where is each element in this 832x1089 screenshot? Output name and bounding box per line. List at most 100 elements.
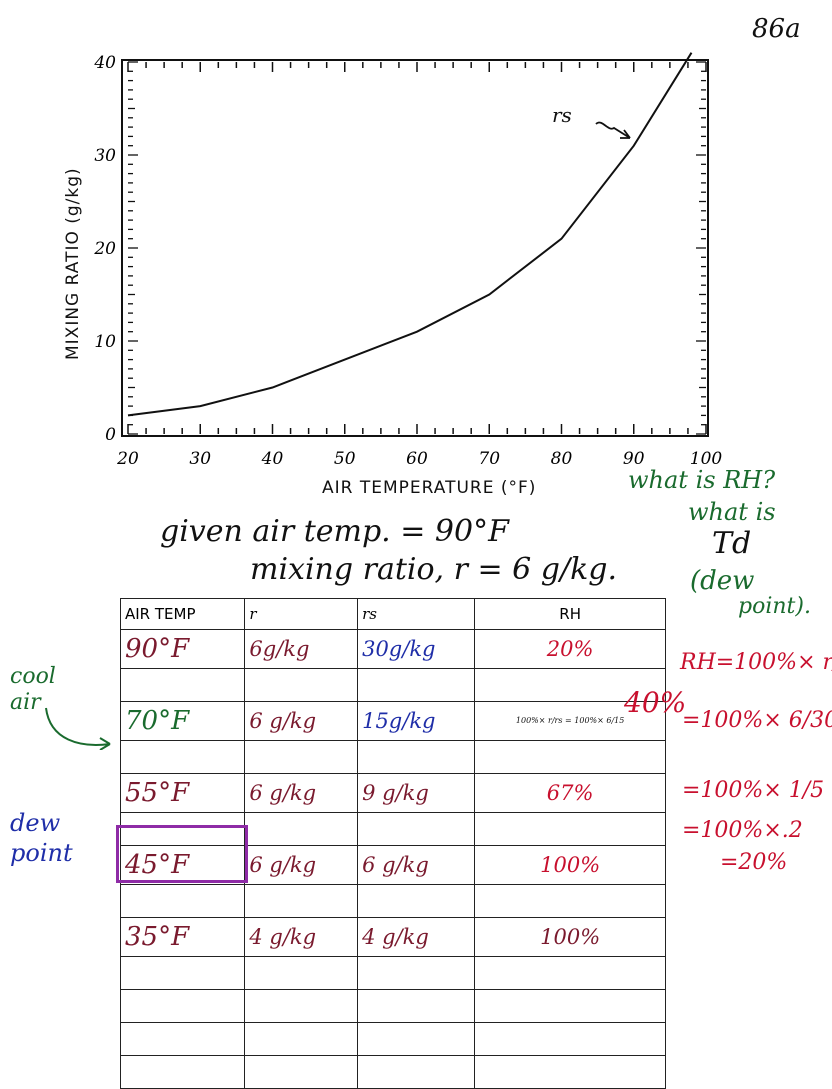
table-cell-r — [244, 989, 359, 1023]
table-cell-r — [244, 884, 359, 918]
table-row: 55°F 6 g/kg 9 g/kg 67% — [119, 773, 666, 813]
y-tick-label: 10 — [94, 332, 116, 352]
x-tick-label: 70 — [478, 449, 500, 469]
rh-table: AIR TEMP r rs RH 90°F 6g/kg 30g/kg 20% 70°F 6… — [119, 598, 666, 1089]
y-axis-title: MIXING RATIO (g/kg) — [63, 167, 83, 360]
header-rs: rs — [357, 598, 476, 630]
cool-air-arrow — [45, 707, 111, 750]
table-cell-r: 6g/kg — [244, 629, 359, 669]
table-header-row: AIR TEMP r rs RH — [119, 598, 666, 630]
table-cell-rs — [357, 740, 476, 774]
question-dew: (dew — [690, 566, 755, 596]
rs-arrow — [595, 121, 631, 139]
rh-work-line-4: =100%×.2 — [682, 818, 803, 843]
table-cell-temp — [119, 989, 246, 1023]
table-cell-rh — [474, 740, 666, 774]
table-cell-temp — [119, 1055, 246, 1089]
table-row — [119, 740, 666, 774]
table-cell-rs: 9 g/kg — [357, 773, 476, 813]
table-cell-rs — [357, 989, 476, 1023]
dew-point-note: dew point — [10, 809, 73, 867]
table-cell-rs — [357, 1022, 476, 1056]
rs-label: rs — [552, 103, 572, 127]
table-cell-rh: 100% — [474, 845, 666, 885]
rs-curve — [127, 52, 693, 417]
table-cell-temp: 35°F — [119, 917, 246, 957]
y-tick-label: 0 — [105, 425, 116, 445]
rh-work-line-1: RH=100%× r/rs — [680, 650, 832, 675]
table-row — [119, 1022, 666, 1056]
question-td: Td — [712, 526, 752, 561]
table-cell-r — [244, 956, 359, 990]
table-cell-temp: 90°F — [119, 629, 246, 669]
plot-frame — [121, 59, 709, 437]
header-rh: RH — [474, 598, 666, 630]
question-what-is: what is — [688, 498, 776, 526]
x-tick-label: 40 — [261, 449, 284, 469]
x-tick-label: 30 — [189, 449, 211, 469]
table-cell-r: 6 g/kg — [244, 845, 359, 885]
table-cell-temp — [119, 740, 246, 774]
x-tick-label: 60 — [406, 449, 428, 469]
x-tick-labels: 20 30 40 50 60 70 80 90 100 — [116, 449, 722, 469]
table-cell-r: 4 g/kg — [244, 917, 359, 957]
table-cell-r — [244, 812, 359, 846]
table-cell-r — [244, 740, 359, 774]
table-row: 70°F 6 g/kg 15g/kg 100%× r/rs = 100%× 6/15 — [119, 701, 666, 741]
given-air-temp: given air temp. = 90°F — [160, 514, 509, 549]
y-tick-labels: 0 10 20 30 40 — [93, 53, 116, 445]
table-row — [119, 668, 666, 702]
table-cell-rs — [357, 884, 476, 918]
x-tick-label: 100 — [690, 449, 723, 469]
given-mixing-ratio: mixing ratio, r = 6 g/kg. — [250, 552, 618, 587]
rh-work-line-3: =100%× 1/5 — [682, 778, 825, 803]
rh-work-line-2: =100%× 6/30 — [682, 708, 832, 733]
table-cell-rs — [357, 1055, 476, 1089]
table-cell-r — [244, 1055, 359, 1089]
table-cell-temp — [119, 884, 246, 918]
table-cell-temp — [119, 1022, 246, 1056]
table-cell-rh — [474, 884, 666, 918]
table-cell-temp — [119, 956, 246, 990]
table-cell-rh — [474, 956, 666, 990]
table-row: 35°F 4 g/kg 4 g/kg 100% — [119, 917, 666, 957]
table-row — [119, 989, 666, 1023]
header-air-temp: AIR TEMP — [119, 598, 246, 630]
table-cell-temp: 55°F — [119, 773, 246, 813]
question-point: point). — [738, 594, 811, 619]
table-cell-temp: 70°F — [119, 701, 246, 741]
table-cell-rs: 6 g/kg — [357, 845, 476, 885]
table-cell-r: 6 g/kg — [244, 773, 359, 813]
table-cell-rh — [474, 989, 666, 1023]
table-cell-rh: 20% — [474, 629, 666, 669]
table-cell-rs — [357, 668, 476, 702]
x-tick-label: 50 — [334, 449, 356, 469]
y-tick-label: 30 — [94, 146, 116, 166]
dew-point-highlight-box — [116, 825, 248, 883]
cool-air-note: cool air — [10, 664, 56, 715]
x-tick-label: 80 — [551, 449, 573, 469]
table-cell-rs: 4 g/kg — [357, 917, 476, 957]
question-rh: what is RH? — [628, 466, 776, 494]
rh-70-result: 40% — [624, 686, 687, 719]
x-tick-marks — [127, 62, 707, 434]
table-cell-rs: 15g/kg — [357, 701, 476, 741]
table-cell-rh: 100% — [474, 917, 666, 957]
rh-work-line-5: =20% — [720, 850, 788, 875]
table-cell-rh: 100%× r/rs = 100%× 6/15 — [474, 701, 666, 741]
y-tick-label: 20 — [93, 239, 116, 259]
x-axis-title: AIR TEMPERATURE (°F) — [322, 478, 537, 498]
table-cell-r — [244, 668, 359, 702]
table-cell-rs: 30g/kg — [357, 629, 476, 669]
page-number: 86a — [752, 14, 801, 44]
table-cell-rh — [474, 1055, 666, 1089]
table-cell-rh — [474, 668, 666, 702]
table-row — [119, 956, 666, 990]
y-tick-marks — [128, 61, 706, 435]
table-cell-temp — [119, 668, 246, 702]
header-r: r — [244, 598, 359, 630]
mixing-ratio-chart: 20 30 40 50 60 70 80 90 100 0 10 20 30 40 MIXING RAT… — [63, 52, 722, 469]
x-tick-label: 20 — [116, 449, 139, 469]
table-cell-rh — [474, 1022, 666, 1056]
table-cell-r — [244, 1022, 359, 1056]
